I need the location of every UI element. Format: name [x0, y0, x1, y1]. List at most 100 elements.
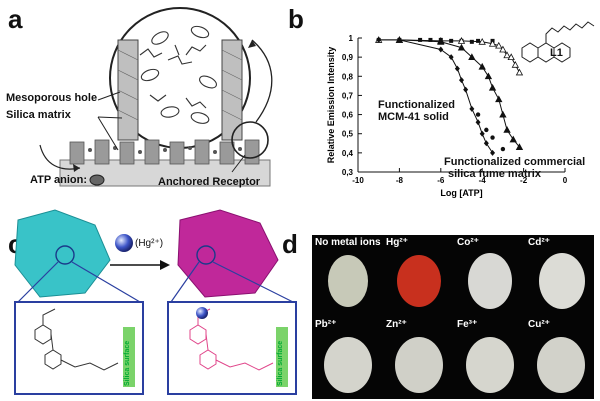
receptor-molecule-before [34, 308, 119, 371]
small-zoom-circle [231, 121, 269, 159]
bound-hg-sphere [196, 307, 208, 319]
emission-chart: 0,3 0,4 0,5 0,6 0,7 0,8 0,9 1 -10 -8 -6 -4 -2 0 Log [A… [326, 21, 595, 198]
cell-pb: Pb²⁺ [312, 317, 382, 399]
data-point-triangle [511, 60, 519, 68]
data-point-triangle [457, 37, 466, 44]
panel-c: c [0, 205, 300, 401]
data-point-triangle [457, 43, 466, 51]
data-point-circle [490, 135, 495, 140]
sample-blob [324, 337, 372, 393]
y-tick-label: 0,3 [342, 168, 354, 177]
fit-curve [378, 39, 494, 154]
data-point-circle [475, 112, 481, 117]
data-point-triangle [515, 143, 524, 151]
data-point-triangle [495, 41, 503, 49]
data-point-triangle [468, 53, 476, 61]
data-point-square [418, 37, 423, 42]
cell-label: Fe³⁺ [457, 319, 478, 330]
atp-anion-glyph [89, 174, 105, 186]
atp-molecules [139, 25, 217, 124]
data-point-diamond [479, 130, 485, 137]
annotation-mcm41-line2: MCM-41 solid [378, 111, 449, 123]
x-axis-label: Log [ATP] [440, 188, 482, 198]
photo-grid: No metal ions Hg²⁺ Co²⁺ Cd²⁺ Pb²⁺ Zn²⁺ F… [312, 235, 594, 399]
y-tick-label: 1 [349, 34, 354, 43]
data-point-triangle [499, 45, 507, 53]
chart-axes: 0,3 0,4 0,5 0,6 0,7 0,8 0,9 1 -10 -8 -6 -4 -2 0 Log [A… [326, 34, 568, 198]
panel-d: d No metal ions Hg²⁺ Co²⁺ Cd²⁺ Pb²⁺ Zn²⁺ [282, 205, 600, 401]
substrate-pillars [69, 139, 260, 165]
data-point-triangle [503, 126, 511, 133]
silica-particle-before [14, 209, 111, 298]
sample-blob [466, 337, 514, 393]
data-point-square [476, 38, 481, 43]
panel-letter-b: b [288, 4, 304, 34]
cell-hg: Hg²⁺ [383, 235, 453, 317]
cell-label: Pb²⁺ [315, 319, 337, 330]
sample-blob [539, 253, 585, 309]
cell-fe: Fe³⁺ [454, 317, 524, 399]
data-point-triangle [478, 37, 486, 45]
data-point-triangle [484, 72, 493, 80]
silica-particle-after [177, 209, 279, 298]
data-point-diamond [438, 46, 444, 53]
panel-letter-a: a [8, 4, 23, 34]
data-point-triangle [509, 135, 517, 143]
data-point-triangle [507, 53, 515, 61]
x-tick-label: 0 [563, 176, 568, 185]
data-point-diamond [483, 140, 489, 147]
sample-blob [395, 337, 443, 393]
zoom-box-after [167, 301, 297, 395]
data-point-triangle [478, 62, 486, 70]
reagent-label: (Hg²⁺) [135, 238, 164, 249]
data-point-triangle [515, 68, 524, 76]
data-point-square [449, 38, 454, 43]
data-point-diamond [490, 149, 496, 156]
surface-label-before: Silica surface [123, 329, 132, 387]
data-point-triangle [437, 37, 445, 45]
label-silica-matrix: Silica matrix [6, 109, 71, 121]
data-point-diamond [469, 105, 475, 112]
cell-co: Co²⁺ [454, 235, 524, 317]
data-point-circle [484, 127, 489, 133]
cell-label: Hg²⁺ [386, 237, 408, 248]
data-point-diamond [463, 86, 469, 93]
cell-label: No metal ions [315, 237, 381, 248]
x-tick-label: -6 [437, 176, 445, 185]
y-tick-label: 0,6 [342, 111, 354, 120]
data-point-diamond [448, 54, 454, 61]
data-point-square [428, 37, 433, 42]
hg-sphere [115, 234, 133, 252]
x-tick-label: -10 [352, 176, 364, 185]
cell-label: Cu²⁺ [528, 319, 550, 330]
data-point-square [469, 39, 474, 44]
cell-label: Zn²⁺ [386, 319, 407, 330]
zoom-marker-after [196, 245, 216, 265]
annotation-fume-line1: Functionalized commercial [444, 156, 586, 168]
label-anchored-receptor: Anchored Receptor [158, 176, 261, 188]
panel-b: b 0,3 0,4 0,5 0,6 0,7 0,8 0,9 1 -10 -8 -6 -4 -2 0 Log … [288, 0, 600, 200]
label-mesoporous-hole: Mesoporous hole [6, 92, 98, 104]
data-point-triangle [395, 36, 404, 43]
sample-blob [397, 255, 441, 307]
annotation-mcm41-line1: Functionalized [378, 99, 455, 111]
data-point-circle [500, 146, 506, 152]
y-tick-label: 0,9 [342, 53, 354, 62]
panel-a: a [0, 0, 300, 200]
surface-dots [88, 146, 242, 154]
fit-curve [399, 39, 520, 148]
zoom-box-before [14, 301, 144, 395]
data-point-triangle [495, 95, 503, 103]
y-tick-label: 0,5 [342, 130, 354, 139]
data-point-triangle [499, 110, 507, 118]
y-tick-label: 0,4 [342, 149, 354, 158]
sample-blob [468, 253, 512, 309]
cell-cd: Cd²⁺ [525, 235, 595, 317]
zoom-marker-before [55, 245, 75, 265]
data-point-triangle [503, 51, 511, 59]
data-points [375, 36, 524, 156]
cell-label: Cd²⁺ [528, 237, 550, 248]
cell-zn: Zn²⁺ [383, 317, 453, 399]
data-point-diamond [459, 77, 464, 84]
y-tick-label: 0,7 [342, 91, 354, 100]
